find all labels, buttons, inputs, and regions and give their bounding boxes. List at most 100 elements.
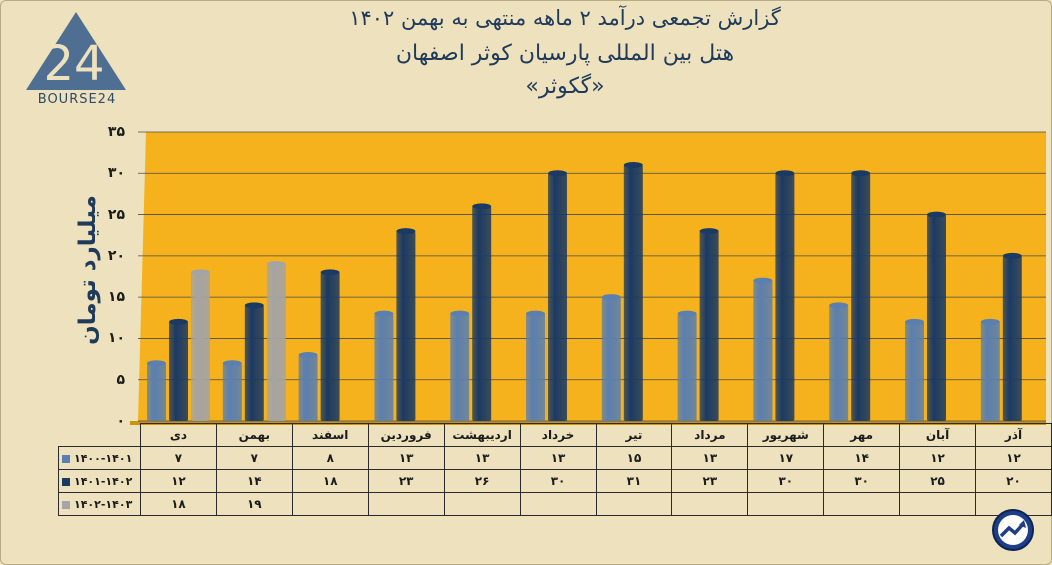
legend-swatch — [62, 454, 70, 463]
data-label — [899, 492, 977, 516]
y-tick-label: ۲۰ — [107, 247, 125, 264]
bar — [851, 173, 871, 421]
category-label: دی — [139, 423, 217, 447]
bar-chart — [130, 131, 1046, 425]
data-label: ۳۰ — [747, 469, 825, 493]
bar-cap — [374, 310, 394, 317]
data-label — [823, 492, 901, 516]
bar — [548, 173, 567, 421]
bar — [927, 214, 946, 421]
data-label — [367, 492, 445, 516]
bar — [222, 363, 242, 421]
bar-cap — [623, 162, 643, 169]
bar-cap — [320, 269, 340, 276]
bar-cap — [169, 318, 188, 325]
data-label: ۱۲ — [899, 446, 977, 470]
y-tick-label: ۲۵ — [107, 206, 125, 223]
bar-cap — [677, 310, 697, 317]
data-label — [443, 492, 521, 516]
bar-cap — [147, 360, 166, 367]
bar-cap — [472, 203, 492, 210]
series-name: ۱۴۰۰-۱۴۰۱ — [74, 451, 133, 465]
category-label: خرداد — [519, 423, 597, 447]
data-label — [519, 492, 597, 516]
data-label: ۱۴ — [823, 446, 901, 470]
data-label — [747, 492, 825, 516]
bar-cap — [905, 318, 924, 325]
data-label — [595, 492, 673, 516]
bar — [699, 231, 719, 421]
bar — [266, 264, 286, 421]
bar-cap — [927, 211, 946, 218]
bar — [374, 313, 394, 421]
data-label: ۱۲ — [139, 469, 217, 493]
bar — [450, 313, 470, 421]
bar-cap — [851, 170, 871, 177]
data-label: ۷ — [139, 446, 217, 470]
bar — [829, 305, 849, 421]
bar — [1002, 255, 1022, 421]
data-label: ۱۴ — [215, 469, 293, 493]
bar-cap — [601, 294, 621, 301]
bar-cap — [699, 228, 719, 235]
category-label: آذر — [975, 423, 1052, 447]
chart-subtitle: هتل بین المللی پارسیان کوثر اصفهان — [395, 41, 735, 66]
svg-text:24: 24 — [43, 36, 104, 92]
category-label: فروردین — [367, 423, 445, 447]
bourse24-logo-icon: 24 — [26, 12, 126, 92]
bar — [753, 280, 773, 421]
data-label: ۱۳ — [519, 446, 597, 470]
data-label: ۳۱ — [595, 469, 673, 493]
data-label: ۱۹ — [215, 492, 293, 516]
legend-entry: ۱۴۰۱-۱۴۰۲ — [58, 469, 141, 493]
bar — [320, 272, 340, 421]
bar-cap — [298, 351, 318, 358]
bar — [191, 272, 210, 421]
series-name: ۱۴۰۲-۱۴۰۳ — [74, 497, 133, 511]
category-label: مرداد — [671, 423, 749, 447]
data-label: ۷ — [215, 446, 293, 470]
y-tick-label: ۵ — [116, 371, 125, 388]
bar — [147, 363, 166, 421]
trend-arrow-icon — [992, 509, 1034, 551]
y-tick-label: ۰ — [116, 413, 125, 429]
data-label: ۱۸ — [139, 492, 217, 516]
data-table: دی بهمن اسفند فروردین اردیبهشت خرداد تیر مرداد ش… — [58, 423, 1052, 516]
data-label: ۱۵ — [595, 446, 673, 470]
category-label: اردیبهشت — [443, 423, 521, 447]
chart-symbol: «گکوثر» — [525, 74, 605, 99]
data-label: ۱۳ — [443, 446, 521, 470]
bar-cap — [980, 318, 1000, 325]
data-label: ۱۷ — [747, 446, 825, 470]
data-label — [671, 492, 749, 516]
data-label: ۱۳ — [671, 446, 749, 470]
bar-cap — [829, 302, 849, 309]
legend-entry: ۱۴۰۲-۱۴۰۳ — [58, 492, 141, 516]
bar — [623, 165, 643, 421]
bar-cap — [222, 360, 242, 367]
bar-cap — [1002, 252, 1022, 259]
bar — [244, 305, 264, 421]
bar-cap — [450, 310, 470, 317]
bar-cap — [191, 269, 210, 276]
category-label: بهمن — [215, 423, 293, 447]
legend-swatch — [62, 500, 70, 509]
legend-entry: ۱۴۰۰-۱۴۰۱ — [58, 446, 141, 470]
data-label: ۲۳ — [671, 469, 749, 493]
data-label: ۱۸ — [291, 469, 369, 493]
bar-cap — [266, 261, 286, 268]
bar — [298, 354, 318, 421]
bar — [169, 321, 188, 421]
series-name: ۱۴۰۱-۱۴۰۲ — [74, 474, 133, 488]
y-tick-label: ۱۰ — [107, 330, 125, 347]
category-label: آبان — [899, 423, 977, 447]
plot-area — [138, 132, 1046, 421]
data-label: ۳۰ — [823, 469, 901, 493]
bar — [677, 313, 697, 421]
logo-text: BOURSE24 — [37, 92, 117, 107]
bar-cap — [753, 277, 773, 284]
chart-title: گزارش تجمعی درآمد ۲ ماهه منتهی به بهمن ۱… — [349, 6, 781, 30]
category-label: مهر — [823, 423, 901, 447]
bar — [396, 231, 416, 421]
data-label: ۸ — [291, 446, 369, 470]
